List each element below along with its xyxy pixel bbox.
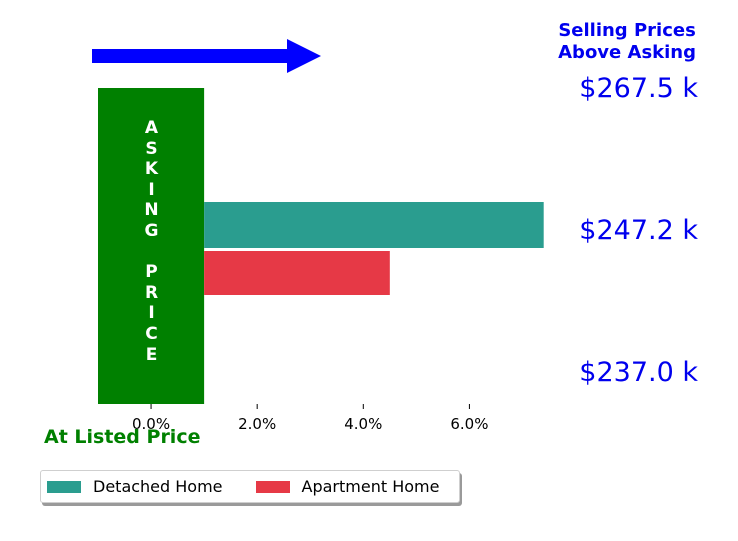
above-asking-title-line2: Above Asking bbox=[558, 42, 696, 63]
bar-detached-home bbox=[204, 202, 544, 248]
x-tick-label: 2.0% bbox=[238, 415, 276, 433]
legend-swatch-apartment bbox=[255, 480, 290, 493]
legend-label-detached: Detached Home bbox=[93, 477, 223, 496]
legend-item-apartment: Apartment Home bbox=[255, 477, 440, 496]
bar-apartment-home bbox=[204, 251, 390, 295]
right-arrow-icon bbox=[92, 39, 321, 73]
x-tick-label: 0.0% bbox=[132, 415, 170, 433]
legend-swatch-detached bbox=[47, 480, 81, 493]
above-asking-title-line1: Selling Prices bbox=[558, 20, 696, 41]
price-mid: $247.2 k bbox=[579, 215, 698, 246]
at-listed-price-label: At Listed Price bbox=[44, 426, 201, 448]
asking-price-label: A S K I N G P R I C E bbox=[144, 118, 159, 365]
price-high: $267.5 k bbox=[579, 73, 698, 104]
x-tick-label: 4.0% bbox=[344, 415, 382, 433]
above-asking-title: Selling Prices Above Asking bbox=[558, 20, 696, 64]
x-tick-label: 6.0% bbox=[450, 415, 488, 433]
legend-item-detached: Detached Home bbox=[47, 477, 223, 496]
legend: Detached Home Apartment Home bbox=[40, 470, 460, 503]
price-low: $237.0 k bbox=[579, 357, 698, 388]
asking-price-band bbox=[98, 88, 205, 404]
legend-label-apartment: Apartment Home bbox=[301, 477, 440, 496]
